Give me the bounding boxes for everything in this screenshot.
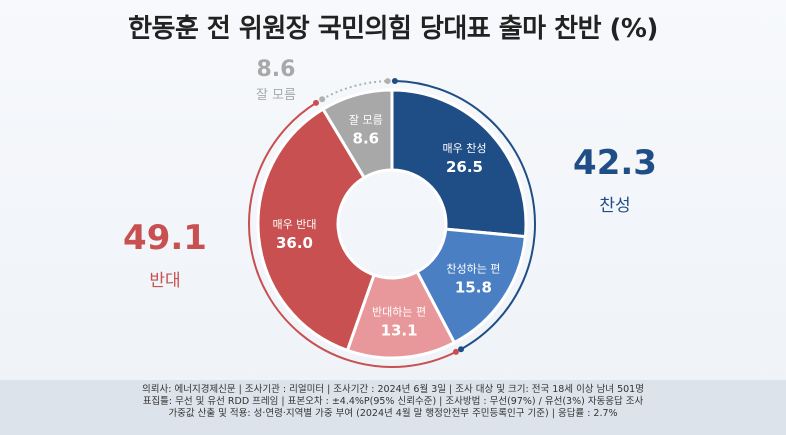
support-arc <box>394 80 536 351</box>
against-total-label: 반대 <box>149 271 181 291</box>
unsure-total-label: 잘 모름 <box>255 88 296 103</box>
footer-line-2: 표집틀: 무선 및 유선 RDD 프레임 | 표본오차 : ±4.4%P(95%… <box>142 396 644 407</box>
footer-line-3: 가중값 산출 및 적용: 성·연령·지역별 가중 부여 (2024년 4월 말 … <box>168 408 618 419</box>
unsure-total-value: 8.6 <box>256 57 296 82</box>
support-arc-end-2 <box>458 346 465 353</box>
slice-1 <box>390 88 528 239</box>
slice-value-3: 13.1 <box>381 322 418 340</box>
unsure-total: 8.6 잘 모름 <box>240 57 312 104</box>
against-total: 49.1 반대 <box>110 220 220 291</box>
outer-arcs <box>248 78 536 368</box>
against-arc-end-2 <box>312 99 319 106</box>
support-total: 42.3 찬성 <box>560 145 670 216</box>
slice-label-3: 반대하는 편 <box>372 305 426 319</box>
donut-chart: 매우 찬성 26.5 찬성하는 편 15.8 반대하는 편 13.1 매우 반대 36.0 잘 … <box>248 78 536 368</box>
slice-4 <box>256 107 376 353</box>
slice-value-2: 15.8 <box>455 279 492 297</box>
slice-labels: 매우 찬성 26.5 찬성하는 편 15.8 반대하는 편 13.1 매우 반대 36.0 잘 … <box>273 114 501 340</box>
support-arc-end-1 <box>391 78 398 85</box>
slice-label-5: 잘 모름 <box>349 114 383 127</box>
survey-footer: 의뢰사: 에너지경제신문 | 조사기관 : 리얼미터 | 조사기간 : 2024… <box>0 380 786 435</box>
slice-5 <box>321 88 394 180</box>
slice-label-4: 매우 반대 <box>273 218 317 231</box>
support-total-value: 42.3 <box>573 143 657 183</box>
against-arc-end-1 <box>452 348 459 355</box>
unsure-arc-end-2 <box>384 78 391 85</box>
against-total-value: 49.1 <box>123 218 207 258</box>
slice-value-1: 26.5 <box>446 158 483 176</box>
against-arc <box>248 102 457 368</box>
chart-title: 한동훈 전 위원장 국민의힘 당대표 출마 찬반 (%) <box>128 14 658 44</box>
slice-value-4: 36.0 <box>276 234 313 252</box>
slice-value-5: 8.6 <box>353 130 380 148</box>
unsure-arc-end-1 <box>319 96 326 103</box>
slice-label-2: 찬성하는 편 <box>446 262 500 276</box>
support-total-label: 찬성 <box>599 196 631 216</box>
slice-2 <box>415 227 528 345</box>
footer-line-1: 의뢰사: 에너지경제신문 | 조사기관 : 리얼미터 | 조사기간 : 2024… <box>142 384 644 395</box>
slice-label-1: 매우 찬성 <box>442 141 486 155</box>
donut-slices <box>256 88 528 360</box>
